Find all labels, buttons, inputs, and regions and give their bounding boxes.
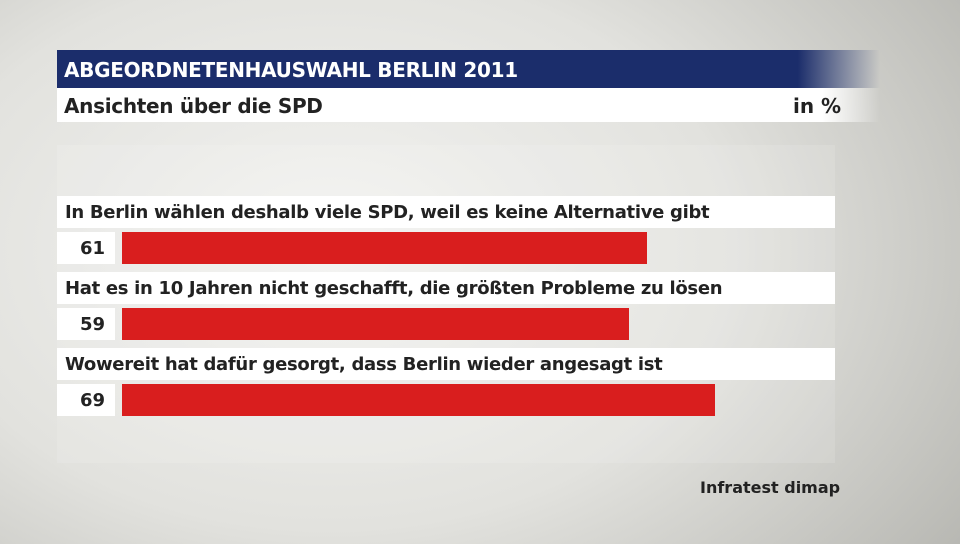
value-label-box: 61 — [57, 232, 115, 264]
category-label: Hat es in 10 Jahren nicht geschafft, die… — [65, 278, 723, 299]
category-label: Wowereit hat dafür gesorgt, dass Berlin … — [65, 354, 663, 375]
value-label: 69 — [79, 390, 105, 411]
bar — [122, 232, 647, 264]
value-label: 59 — [79, 314, 105, 335]
unit-label: in % — [793, 94, 842, 118]
value-label: 61 — [79, 238, 105, 259]
source-label: Infratest dimap — [700, 478, 841, 497]
category-label-bar: Wowereit hat dafür gesorgt, dass Berlin … — [57, 348, 835, 380]
category-label-bar: Hat es in 10 Jahren nicht geschafft, die… — [57, 272, 835, 304]
chart-subtitle: Ansichten über die SPD — [64, 94, 323, 118]
category-label-bar: In Berlin wählen deshalb viele SPD, weil… — [57, 196, 835, 228]
bar — [122, 308, 629, 340]
value-label-box: 59 — [57, 308, 115, 340]
chart-title: ABGEORDNETENHAUSWAHL BERLIN 2011 — [64, 58, 518, 82]
title-bar: ABGEORDNETENHAUSWAHL BERLIN 2011 — [57, 50, 880, 88]
subtitle-bar: Ansichten über die SPD in % — [57, 88, 880, 122]
bar — [122, 384, 715, 416]
value-label-box: 69 — [57, 384, 115, 416]
category-label: In Berlin wählen deshalb viele SPD, weil… — [65, 202, 710, 223]
